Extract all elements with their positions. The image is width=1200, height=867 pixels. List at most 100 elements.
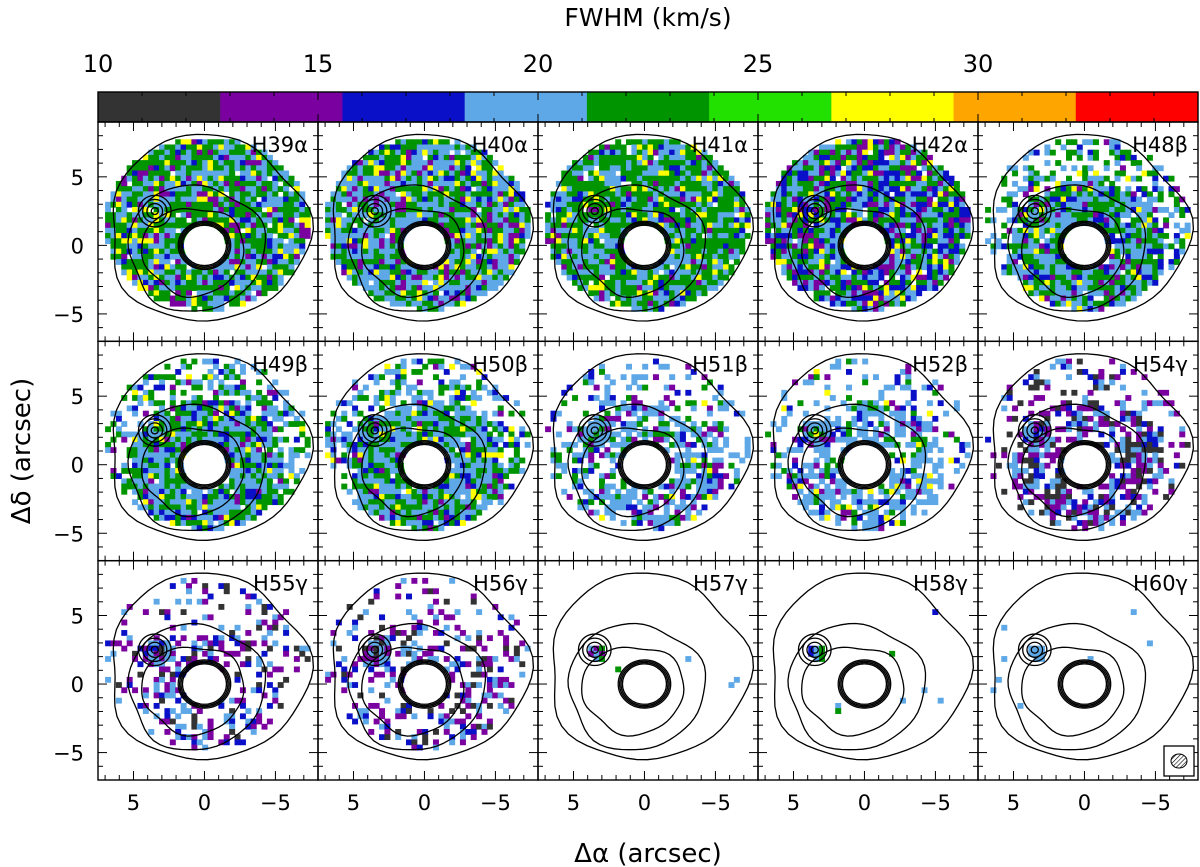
map-pixel (164, 212, 171, 219)
map-pixel (389, 144, 396, 151)
map-pixel (712, 227, 719, 234)
map-pixel (599, 154, 606, 161)
map-pixel (362, 248, 369, 255)
map-pixel (121, 483, 128, 490)
map-pixel (786, 186, 793, 192)
map-pixel (132, 462, 139, 469)
map-pixel (519, 196, 526, 203)
map-pixel (572, 201, 579, 208)
map-pixel (899, 259, 906, 265)
map-pixel (277, 259, 284, 265)
map-pixel (685, 248, 692, 255)
map-pixel (245, 233, 252, 239)
map-pixel (1055, 279, 1062, 286)
map-pixel (454, 196, 461, 203)
map-pixel (916, 233, 923, 239)
map-pixel (566, 238, 573, 245)
map-pixel (175, 269, 182, 276)
map-pixel (153, 248, 160, 255)
map-pixel (368, 238, 375, 245)
map-pixel (175, 259, 182, 265)
map-pixel (674, 253, 681, 260)
map-pixel (229, 201, 236, 208)
map-pixel (159, 201, 166, 208)
map-pixel (577, 274, 584, 281)
map-pixel (142, 238, 149, 245)
map-pixel (1017, 243, 1024, 250)
map-pixel (1044, 290, 1051, 297)
map-pixel (1103, 285, 1110, 291)
map-pixel (835, 290, 842, 297)
map-pixel (454, 290, 461, 297)
map-pixel (379, 295, 386, 302)
map-pixel (357, 186, 364, 192)
map-pixel (792, 274, 799, 281)
map-pixel (175, 274, 182, 281)
map-pixel (739, 217, 746, 224)
map-pixel (829, 269, 836, 276)
map-pixel (492, 248, 499, 255)
map-pixel (180, 212, 187, 219)
map-pixel (481, 160, 488, 166)
map-pixel (1028, 212, 1035, 219)
map-pixel (277, 196, 284, 203)
map-pixel (948, 264, 955, 271)
map-pixel (142, 206, 149, 213)
map-pixel (449, 212, 456, 219)
map-pixel (846, 264, 852, 271)
map-pixel (229, 160, 236, 166)
map-pixel (647, 170, 654, 177)
map-pixel (186, 175, 192, 182)
map-pixel (196, 300, 203, 307)
contour-knot (150, 207, 159, 216)
map-pixel (733, 217, 740, 224)
map-pixel (1022, 217, 1029, 224)
map-pixel (266, 259, 273, 265)
map-pixel (1055, 160, 1062, 166)
map-pixel (685, 191, 692, 198)
map-pixel (867, 191, 874, 198)
map-pixel (663, 160, 670, 166)
map-pixel (164, 457, 171, 464)
map-pixel (352, 243, 359, 250)
contours (772, 133, 975, 322)
map-pixel (362, 201, 369, 208)
map-pixel (148, 436, 155, 443)
map-pixel (1060, 212, 1067, 219)
map-pixel (878, 154, 885, 161)
map-pixel (593, 243, 600, 250)
map-pixel (304, 217, 311, 224)
map-pixel (685, 238, 692, 245)
map-pixel (690, 285, 697, 291)
map-pixel (889, 227, 896, 234)
map-pixel (835, 186, 842, 192)
colorbar-bin (98, 92, 221, 122)
map-pixel (819, 165, 826, 172)
map-pixel (588, 290, 595, 297)
map-pixel (615, 290, 622, 297)
map-pixel (582, 253, 589, 260)
map-pixel (829, 196, 836, 203)
map-pixel (159, 144, 166, 151)
map-pixel (1125, 175, 1132, 182)
map-pixel (470, 201, 477, 208)
map-pixel (250, 154, 257, 161)
map-pixel (492, 217, 499, 224)
map-pixel (679, 248, 686, 255)
map-pixel (368, 149, 375, 156)
map-pixel (723, 248, 730, 255)
map-pixel (277, 253, 284, 260)
map-pixel (159, 400, 166, 407)
map-pixel (723, 206, 730, 213)
map-pixel (555, 222, 562, 229)
map-pixel (1049, 170, 1056, 177)
map-pixel (180, 175, 187, 182)
map-pixel (1039, 243, 1046, 250)
map-pixel (674, 160, 681, 166)
map-pixel (288, 253, 295, 260)
map-pixel (824, 259, 831, 265)
map-pixel (593, 186, 600, 192)
map-pixel (169, 238, 176, 245)
contours (552, 133, 755, 322)
map-pixel (566, 175, 573, 182)
